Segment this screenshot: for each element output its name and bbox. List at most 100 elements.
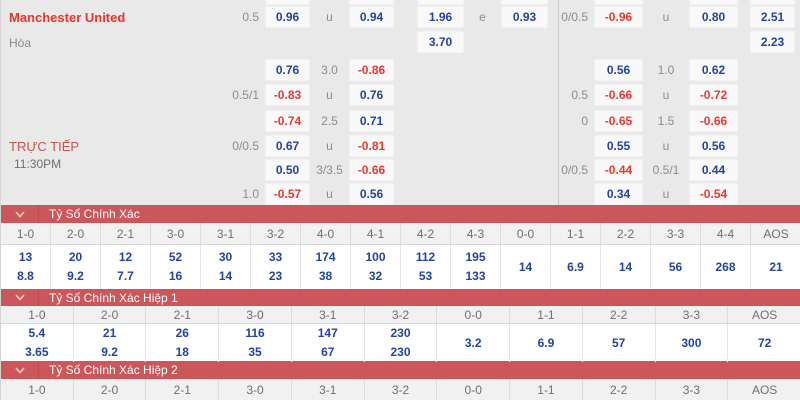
score-odds-value: 33	[268, 250, 283, 264]
score-odds-cell[interactable]: 12 7.7	[101, 245, 151, 289]
odds-value[interactable]: -0.66	[594, 84, 643, 106]
odds-value[interactable]: 1.96	[417, 6, 464, 28]
score-odds-cell[interactable]: 14	[501, 245, 551, 289]
score-odds-cell[interactable]: 300	[656, 324, 729, 362]
odds-value[interactable]: 0.56	[594, 59, 643, 81]
score-odds-cell[interactable]: 26 18	[146, 324, 220, 362]
odds-value[interactable]: 3.70	[417, 31, 464, 53]
score-odds-cell[interactable]: 268	[701, 245, 751, 289]
odds-value[interactable]: -0.65	[594, 110, 643, 132]
odds-value[interactable]: -0.83	[265, 84, 310, 106]
odds-value[interactable]: 0.56	[689, 135, 738, 157]
odds-value[interactable]: 0.80	[689, 6, 738, 28]
empty-odds-slot	[750, 59, 795, 81]
score-header: 2-0	[74, 379, 147, 400]
odds-value[interactable]	[417, 0, 464, 5]
bet-type-label: u	[662, 10, 670, 24]
score-odds-cell[interactable]: 13 8.8	[1, 245, 51, 289]
odds-value[interactable]: 0.76	[349, 84, 394, 106]
odds-value[interactable]: -0.96	[594, 6, 643, 28]
score-odds-cell[interactable]: 21 9.2	[74, 324, 147, 362]
score-odds-cell[interactable]: 56	[651, 245, 701, 289]
odds-value[interactable]: 2.23	[750, 31, 795, 53]
score-header: 4-4	[701, 223, 751, 244]
section-header-bar[interactable]: Tỷ Số Chính Xác Hiệp 2	[1, 361, 800, 379]
odds-value[interactable]: -0.66	[349, 159, 394, 181]
odds-value[interactable]: -0.44	[594, 159, 643, 181]
odds-value[interactable]	[501, 0, 548, 5]
score-odds-cell[interactable]: 14	[601, 245, 651, 289]
score-odds-cell[interactable]: 33 23	[251, 245, 301, 289]
odds-value[interactable]: 0.50	[265, 159, 310, 181]
odds-value[interactable]	[265, 0, 310, 5]
odds-value[interactable]: -0.81	[349, 135, 394, 157]
live-label: TRỰC TIẾP	[9, 139, 80, 154]
odds-value[interactable]: 0.71	[349, 110, 394, 132]
bet-type-label: u	[326, 88, 333, 102]
section-header-bar[interactable]: Tỷ Số Chính Xác	[1, 205, 800, 223]
spacer	[738, 0, 750, 5]
score-header: AOS	[751, 382, 778, 397]
score-odds-cell[interactable]: 52 16	[151, 245, 201, 289]
score-odds-cell[interactable]: 174 38	[301, 245, 351, 289]
score-odds-cell[interactable]: 147 67	[292, 324, 365, 362]
score-values-row: 13 8.8 20 9.2 12 7.7 52 16 30 14 33 23 174 38 100 32 112…	[1, 245, 800, 289]
score-odds-value: 174	[315, 250, 336, 264]
odds-value[interactable]	[594, 0, 643, 5]
section-title: Tỷ Số Chính Xác Hiệp 2	[49, 363, 178, 377]
draw-label: Hòa	[9, 36, 32, 50]
odds-value[interactable]: 0.67	[265, 135, 310, 157]
odds-value[interactable]: 0.34	[594, 183, 643, 205]
score-odds-cell[interactable]: 230 230	[365, 324, 438, 362]
score-odds-cell[interactable]: 195 133	[451, 245, 501, 289]
score-odds-cell[interactable]: 72	[728, 324, 800, 362]
odds-value[interactable]: 0.93	[501, 6, 548, 28]
score-odds-cell[interactable]: 21	[751, 245, 800, 289]
odds-value[interactable]: -0.57	[265, 183, 310, 205]
odds-value[interactable]: 0.55	[594, 135, 643, 157]
score-header: 2-0	[74, 306, 147, 323]
spacer	[738, 135, 750, 157]
score-odds-cell[interactable]: 57	[583, 324, 656, 362]
odds-value[interactable]: -0.74	[265, 110, 310, 132]
odds-value[interactable]: 0.96	[265, 6, 310, 28]
score-header: 0-0	[501, 223, 551, 244]
score-odds-cell[interactable]: 6.9	[551, 245, 601, 289]
score-odds-cell[interactable]: 112 53	[401, 245, 451, 289]
score-odds-cell[interactable]: 100 32	[351, 245, 401, 289]
row-label-space	[1, 0, 231, 5]
empty-odds-slot	[417, 135, 464, 157]
odds-value[interactable]: 0.62	[689, 59, 738, 81]
bet-type-label	[643, 0, 689, 5]
odds-value[interactable]: 0.94	[349, 6, 394, 28]
odds-value[interactable]: -0.66	[689, 110, 738, 132]
odds-value[interactable]: -0.72	[689, 84, 738, 106]
odds-value[interactable]	[750, 0, 795, 5]
odds-value[interactable]: 2.51	[750, 6, 795, 28]
score-sections-container: Tỷ Số Chính Xác 1-0 2-0 2-1 3-0 3-1 3-2 4-0 4-1 4…	[1, 205, 800, 400]
bet-type-label: 3.0	[321, 63, 338, 77]
odds-value[interactable]: -0.86	[349, 59, 394, 81]
odds-value[interactable]: 0.56	[349, 183, 394, 205]
score-odds-value: 7.7	[117, 269, 134, 283]
score-odds-cell[interactable]: 3.2	[437, 324, 511, 362]
score-odds-value: 18	[175, 345, 189, 359]
odds-value[interactable]: 0.44	[689, 159, 738, 181]
odds-value[interactable]	[349, 0, 394, 5]
score-odds-cell[interactable]: 6.9	[510, 324, 583, 362]
empty-odds-slot	[594, 31, 643, 53]
odds-value[interactable]	[689, 0, 738, 5]
section-header-bar[interactable]: Tỷ Số Chính Xác Hiệp 1	[1, 289, 800, 306]
score-odds-value: 8.8	[17, 269, 34, 283]
score-header-row: 1-0 2-0 2-1 3-0 3-1 3-2 0-0 1-1 2-2 3-3 AOS	[1, 379, 800, 400]
score-header: 4-2	[401, 223, 451, 244]
empty-odds-slot	[501, 110, 548, 132]
spacer	[738, 159, 750, 181]
score-odds-cell[interactable]: 30 14	[201, 245, 251, 289]
odds-value[interactable]: -0.54	[689, 183, 738, 205]
odds-value[interactable]: 0.76	[265, 59, 310, 81]
score-odds-cell[interactable]: 5.4 3.65	[1, 324, 74, 362]
score-odds-cell[interactable]: 20 9.2	[51, 245, 101, 289]
score-odds-value: 3.2	[464, 335, 482, 350]
score-odds-cell[interactable]: 116 35	[219, 324, 292, 362]
